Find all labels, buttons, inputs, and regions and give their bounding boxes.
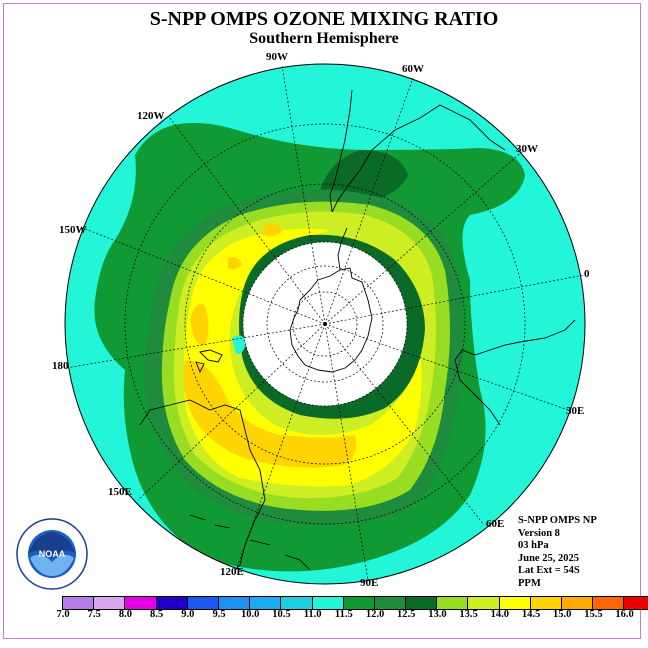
colorbar-swatch	[250, 597, 282, 609]
colorbar-tick-label: 9.0	[181, 609, 195, 620]
colorbar-tick-label: 7.5	[87, 609, 101, 620]
colorbar-tick-label: 10.0	[241, 609, 260, 620]
lon-label-90w: 90W	[266, 51, 288, 63]
plot-frame	[3, 3, 641, 639]
ozone-band-14.0	[183, 224, 357, 468]
antarctic-peninsula	[337, 227, 348, 271]
info-instrument: S-NPP OMPS NP	[518, 515, 597, 526]
colorbar-swatch	[499, 597, 531, 609]
info-unit: PPM	[518, 577, 541, 589]
colorbar-tick-label: 9.5	[212, 609, 226, 620]
info-lat-ext: Lat Ext = 54S	[518, 565, 580, 577]
colorbar-swatch	[218, 597, 251, 609]
noaa-logo: NOAA	[16, 518, 88, 590]
map-boundary	[64, 63, 586, 585]
info-version: Version 8	[518, 527, 560, 539]
colorbar-swatch	[125, 597, 157, 609]
lon-label-60e: 60E	[486, 518, 505, 530]
colorbar-swatch	[593, 597, 625, 609]
lon-label-120e: 120E	[220, 566, 244, 578]
colorbar-tick-label: 10.5	[272, 609, 291, 620]
islands-coastline	[189, 514, 311, 571]
colorbar-swatch	[562, 597, 594, 609]
lon-label-180: 180	[52, 360, 69, 372]
colorbar-tick-label: 13.0	[428, 609, 447, 620]
colorbar-tick-label: 14.5	[521, 609, 541, 620]
lon-label-90e: 90E	[360, 577, 379, 589]
lon-label-60w: 60W	[402, 63, 424, 75]
colorbar-tick-label: 15.0	[553, 609, 572, 620]
south-america-coastline	[331, 104, 506, 213]
africa-coastline	[454, 319, 576, 426]
colorbar-swatch	[156, 597, 188, 609]
lon-label-150e: 150E	[108, 486, 132, 498]
lon-label-0: 0	[584, 268, 590, 280]
map-title: S-NPP OMPS OZONE MIXING RATIO	[149, 8, 499, 30]
colorbar-swatch	[312, 597, 344, 609]
map-subtitle: Southern Hemisphere	[249, 30, 399, 47]
graticule	[65, 65, 585, 581]
info-panel: S-NPP OMPS NP Version 8 03 hPa June 25, …	[518, 515, 597, 591]
south-pole-marker	[323, 322, 327, 326]
colorbar-swatch	[94, 597, 126, 609]
colorbar-tick-label: 13.5	[459, 609, 478, 620]
colorbar-swatch	[530, 597, 562, 609]
australia-coastline	[139, 399, 266, 581]
info-pressure: 03 hPa	[518, 540, 549, 552]
colorbar-swatch	[468, 597, 500, 609]
lon-label-120w: 120W	[137, 110, 165, 122]
colorbar-swatch	[63, 597, 95, 609]
colorbar-tick-label: 7.0	[56, 609, 70, 620]
colorbar-swatch	[343, 597, 375, 609]
colorbar-tick-label: 14.0	[490, 609, 509, 620]
colorbar-tick-label: 16.0	[615, 609, 634, 620]
colorbar-swatch	[406, 597, 438, 609]
colorbar	[62, 596, 648, 610]
lon-label-150w: 150W	[59, 224, 87, 236]
colorbar-tick-label: 15.5	[584, 609, 603, 620]
colorbar-swatch	[281, 597, 313, 609]
colorbar-tick-label: 12.0	[365, 609, 385, 620]
colorbar-swatch	[187, 597, 219, 609]
lon-label-30e: 30E	[566, 405, 585, 417]
colorbar-tick-label: 8.0	[118, 609, 132, 620]
new-zealand-coastline	[195, 349, 223, 374]
colorbar-swatch	[374, 597, 407, 609]
ozone-band-cyan-patch	[232, 335, 246, 355]
colorbar-tick-label: 11.5	[334, 609, 353, 620]
lon-label-30w: 30W	[516, 143, 538, 155]
colorbar-swatch	[624, 597, 648, 609]
noaa-logo-text: NOAA	[39, 549, 66, 559]
info-date: June 25, 2025	[518, 552, 579, 564]
colorbar-swatch	[437, 597, 469, 609]
colorbar-tick-label: 12.5	[397, 609, 416, 620]
south-america-west	[329, 89, 353, 213]
colorbar-tick-label: 11.0	[303, 609, 322, 620]
antarctica-coastline	[289, 267, 373, 373]
colorbar-tick-label: 8.5	[150, 609, 164, 620]
